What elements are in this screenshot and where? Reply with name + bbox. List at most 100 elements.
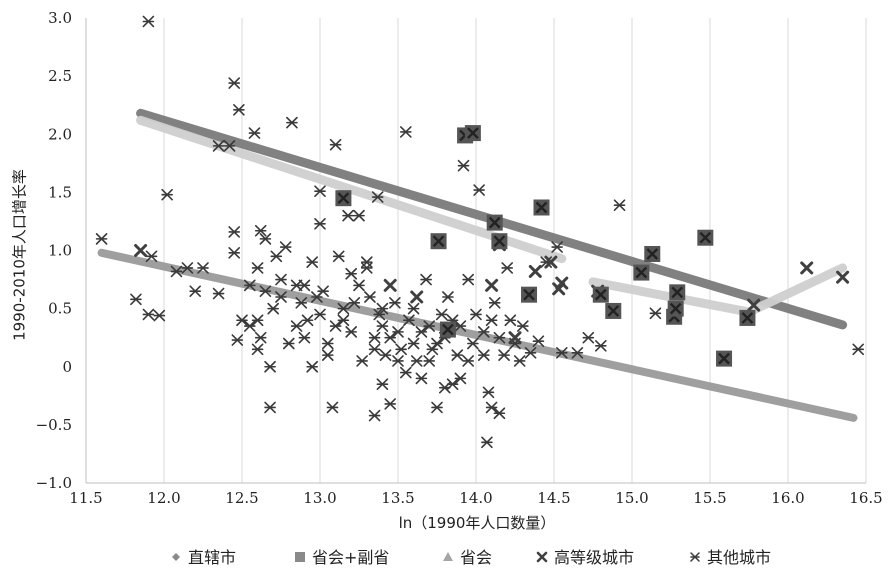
- data-point: [321, 337, 334, 350]
- data-point: [431, 337, 443, 350]
- data-point: [399, 126, 412, 138]
- data-point: [524, 346, 537, 359]
- data-point: [467, 337, 479, 350]
- legend-label: 高等级城市: [554, 548, 634, 567]
- legend: 直辖市 省会+副省 省会 高等级城市 其他城市: [172, 548, 771, 567]
- data-point: [212, 287, 225, 300]
- data-point: [473, 184, 485, 196]
- data-point: [251, 314, 264, 327]
- data-point: [477, 349, 490, 361]
- data-point: [236, 314, 248, 327]
- data-point: [383, 278, 397, 292]
- data-point: [212, 140, 225, 152]
- data-point: [649, 307, 662, 320]
- data-point: [544, 255, 558, 269]
- data-point: [395, 343, 407, 356]
- grid-lines: [163, 18, 867, 483]
- data-point: [555, 346, 568, 359]
- data-point: [360, 256, 373, 268]
- data-point: [161, 188, 173, 201]
- data-point: [170, 265, 183, 278]
- data-point: [582, 331, 595, 344]
- data-point: [259, 285, 272, 297]
- x-tick-label: 12.0: [147, 489, 180, 507]
- data-point: [392, 326, 404, 338]
- data-point: [251, 262, 264, 274]
- legend-label: 其他城市: [707, 548, 771, 567]
- legend-marker-diamond: [172, 553, 180, 561]
- data-point: [244, 279, 256, 292]
- data-point: [337, 302, 350, 315]
- data-point: [410, 290, 424, 304]
- data-point: [228, 77, 240, 89]
- x-tick-label: 13.0: [303, 489, 336, 507]
- y-axis-title: 1990-2010年人口增长率: [11, 169, 29, 341]
- x-tick-label: 11.5: [69, 489, 102, 507]
- data-point: [491, 233, 508, 250]
- data-point: [592, 286, 609, 303]
- data-point: [153, 309, 166, 322]
- data-point: [410, 355, 423, 367]
- legend-item: 其他城市: [690, 548, 771, 567]
- data-point: [533, 199, 550, 216]
- legend-item: 省会: [443, 548, 492, 567]
- data-point: [457, 159, 470, 172]
- data-point: [454, 372, 467, 385]
- data-point: [488, 297, 501, 309]
- data-point: [298, 279, 311, 292]
- data-point: [430, 233, 447, 250]
- data-point: [275, 291, 287, 303]
- y-axis-title-group: 1990-2010年人口增长率: [11, 169, 29, 341]
- data-point: [521, 286, 538, 303]
- data-point: [669, 284, 686, 301]
- data-point: [407, 302, 420, 315]
- data-point: [508, 331, 522, 345]
- data-point: [462, 355, 475, 367]
- data-point: [130, 293, 142, 306]
- data-point: [392, 355, 404, 367]
- trendlines: [97, 108, 858, 422]
- data-point: [142, 15, 155, 28]
- data-point: [532, 335, 545, 347]
- data-point: [364, 291, 376, 303]
- data-points: [95, 15, 865, 449]
- data-point: [477, 326, 490, 338]
- x-tick-label: 16.0: [771, 489, 804, 507]
- data-point: [248, 127, 261, 139]
- data-point: [231, 334, 244, 346]
- data-point: [228, 226, 240, 238]
- data-point: [329, 320, 342, 332]
- data-point: [697, 229, 714, 246]
- data-point: [379, 349, 392, 361]
- data-point: [286, 116, 298, 129]
- data-point: [439, 321, 456, 338]
- data-point: [667, 300, 684, 317]
- data-point: [485, 401, 498, 414]
- data-point: [555, 276, 569, 290]
- trendline: [97, 248, 858, 422]
- x-tick-label: 13.5: [381, 489, 414, 507]
- data-point: [353, 209, 365, 222]
- data-point: [415, 326, 428, 338]
- legend-marker-x: [536, 551, 548, 563]
- data-point: [633, 264, 650, 281]
- data-point: [306, 360, 319, 373]
- data-point: [644, 245, 661, 262]
- data-point: [423, 320, 436, 332]
- data-point: [504, 314, 517, 327]
- y-tick-label: −0.5: [36, 416, 72, 434]
- data-point: [481, 436, 493, 449]
- data-point: [431, 401, 443, 414]
- legend-item: 直辖市: [172, 548, 236, 567]
- y-tick-label: −1.0: [36, 474, 72, 492]
- data-point: [145, 250, 158, 263]
- data-point: [435, 308, 448, 321]
- data-point: [836, 270, 850, 284]
- data-point: [267, 302, 280, 315]
- legend-label: 直辖市: [188, 548, 236, 567]
- data-point: [438, 381, 451, 394]
- data-point: [314, 185, 326, 198]
- data-point: [368, 331, 381, 344]
- data-point: [345, 326, 358, 338]
